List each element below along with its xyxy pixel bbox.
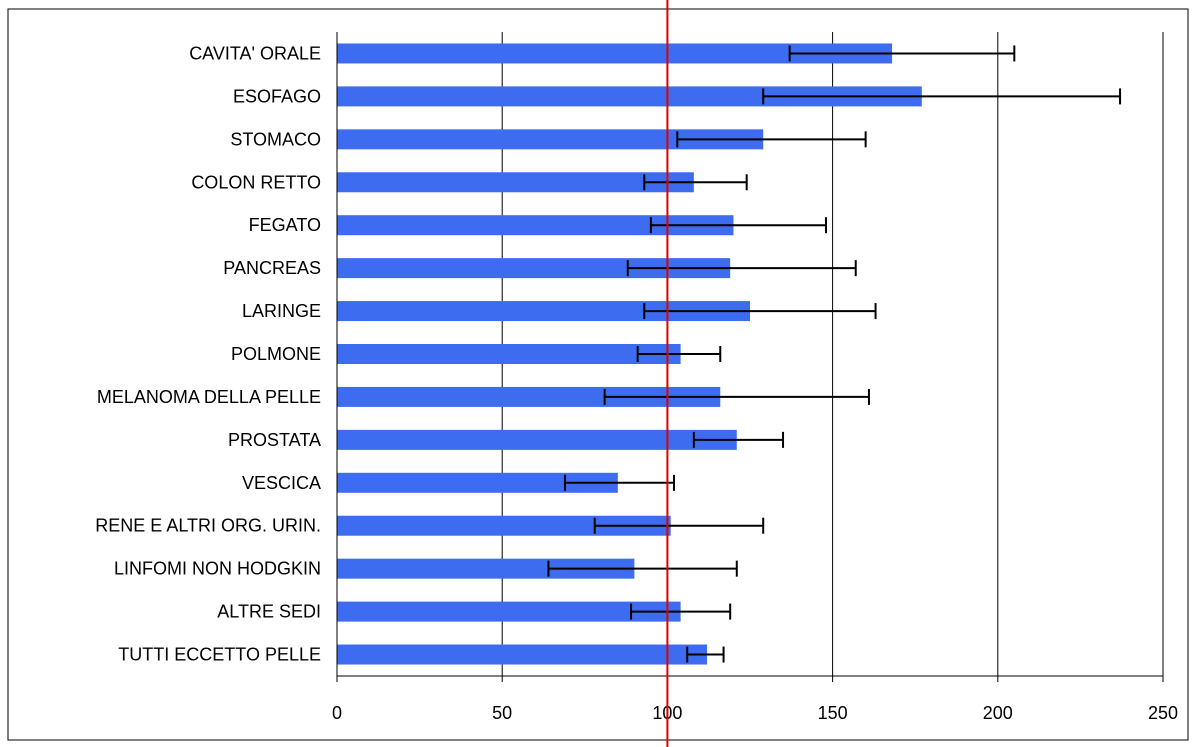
category-label-12: LINFOMI NON HODGKIN bbox=[114, 559, 321, 579]
category-label-3: COLON RETTO bbox=[191, 172, 321, 192]
x-tick-label-0: 0 bbox=[332, 703, 342, 723]
category-label-10: VESCICA bbox=[242, 473, 321, 493]
category-label-4: FEGATO bbox=[249, 215, 321, 235]
category-label-1: ESOFAGO bbox=[233, 86, 321, 106]
category-label-13: ALTRE SEDI bbox=[217, 602, 321, 622]
category-label-5: PANCREAS bbox=[223, 258, 321, 278]
bar-11 bbox=[337, 515, 671, 536]
bar-8 bbox=[337, 386, 721, 407]
chart-frame bbox=[7, 8, 1189, 741]
category-label-8: MELANOMA DELLA PELLE bbox=[97, 387, 321, 407]
x-tick-label-200: 200 bbox=[983, 703, 1013, 723]
category-label-7: POLMONE bbox=[231, 344, 321, 364]
bar-2 bbox=[337, 129, 764, 150]
category-label-11: RENE E ALTRI ORG. URIN. bbox=[95, 516, 321, 536]
category-label-0: CAVITA' ORALE bbox=[189, 43, 321, 63]
category-label-2: STOMACO bbox=[230, 129, 321, 149]
x-tick-label-50: 50 bbox=[492, 703, 512, 723]
bar-14 bbox=[337, 644, 708, 665]
x-tick-label-250: 250 bbox=[1148, 703, 1178, 723]
bar-7 bbox=[337, 344, 681, 364]
bar-1 bbox=[337, 86, 922, 107]
bar-3 bbox=[337, 172, 694, 193]
category-label-6: LARINGE bbox=[242, 301, 321, 321]
bar-13 bbox=[337, 601, 681, 622]
bar-6 bbox=[337, 301, 750, 322]
bar-0 bbox=[337, 43, 893, 64]
bar-10 bbox=[337, 472, 618, 493]
bar-5 bbox=[337, 258, 731, 279]
bar-4 bbox=[337, 215, 734, 236]
x-tick-label-150: 150 bbox=[818, 703, 848, 723]
category-label-14: TUTTI ECCETTO PELLE bbox=[118, 645, 321, 665]
bar-9 bbox=[337, 429, 737, 450]
bar-12 bbox=[337, 558, 635, 579]
category-label-9: PROSTATA bbox=[228, 430, 321, 450]
